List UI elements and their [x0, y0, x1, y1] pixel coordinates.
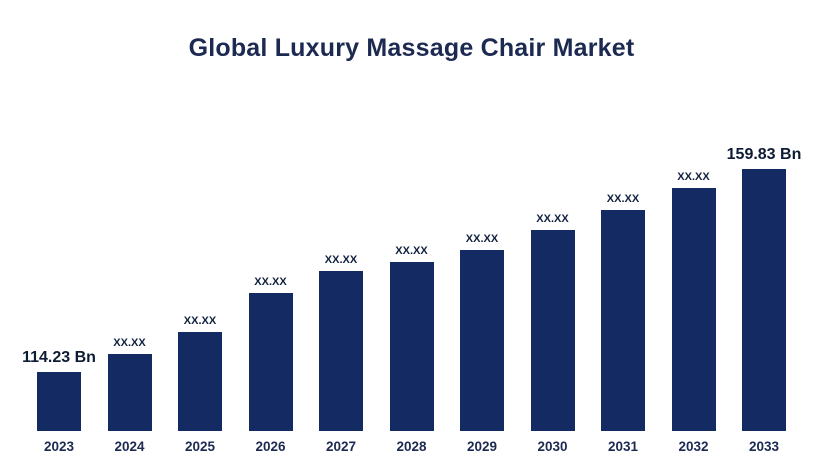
- bar-column-2028: XX.XX 2028: [381, 114, 443, 454]
- x-tick-2027: 2027: [325, 439, 357, 454]
- value-label-2031: XX.XX: [606, 192, 640, 205]
- x-tick-2028: 2028: [396, 439, 427, 454]
- x-tick-2031: 2031: [607, 439, 639, 454]
- x-tick-2023: 2023: [43, 439, 75, 454]
- value-label-2028: XX.XX: [395, 244, 428, 257]
- value-label-2026: XX.XX: [254, 275, 287, 288]
- bar-column-2025: XX.XX 2025: [169, 114, 231, 454]
- x-tick-2026: 2026: [255, 439, 286, 454]
- bar-2023: [37, 371, 81, 431]
- bar-2031: [601, 209, 645, 431]
- value-label-2025: XX.XX: [183, 314, 217, 327]
- value-label-2029: XX.XX: [465, 233, 499, 246]
- bar-2030: [530, 230, 575, 431]
- bar-column-2033: 159.83 Bn 2033: [727, 114, 802, 454]
- bar-2029: [460, 250, 504, 431]
- bar-2032: [671, 188, 716, 431]
- bar-2033: [742, 169, 786, 431]
- bar-column-2029: XX.XX 2029: [451, 114, 513, 454]
- value-label-2030: XX.XX: [536, 213, 569, 226]
- bar-2026: [248, 292, 293, 431]
- bar-2028: [389, 261, 434, 431]
- bar-column-2032: XX.XX 2032: [663, 114, 725, 454]
- bar-column-2026: XX.XX 2026: [240, 114, 302, 454]
- bar-2024: [107, 354, 152, 431]
- value-label-2023: 114.23 Bn: [22, 348, 96, 366]
- x-tick-2025: 2025: [184, 439, 216, 454]
- bar-column-2023: 114.23 Bn 2023: [22, 114, 96, 454]
- value-label-2024: XX.XX: [113, 337, 146, 350]
- x-tick-2032: 2032: [678, 439, 709, 454]
- bar-column-2024: XX.XX 2024: [99, 114, 161, 454]
- bar-column-2031: XX.XX 2031: [592, 114, 654, 454]
- bar-2027: [319, 270, 363, 431]
- bar-2025: [178, 331, 222, 431]
- x-tick-2024: 2024: [114, 439, 145, 454]
- x-tick-2033: 2033: [748, 439, 780, 454]
- value-label-2027: XX.XX: [324, 253, 358, 266]
- value-label-2033: 159.83 Bn: [726, 146, 802, 163]
- bar-column-2027: XX.XX 2027: [310, 114, 372, 454]
- x-tick-2030: 2030: [537, 439, 568, 454]
- chart-title: Global Luxury Massage Chair Market: [188, 34, 635, 62]
- x-tick-2029: 2029: [466, 439, 498, 454]
- value-label-2032: XX.XX: [677, 171, 710, 184]
- bar-column-2030: XX.XX 2030: [522, 114, 584, 454]
- bar-chart: 114.23 Bn 2023 XX.XX 2024 XX.XX 2025 XX.XX 2026…: [22, 114, 802, 454]
